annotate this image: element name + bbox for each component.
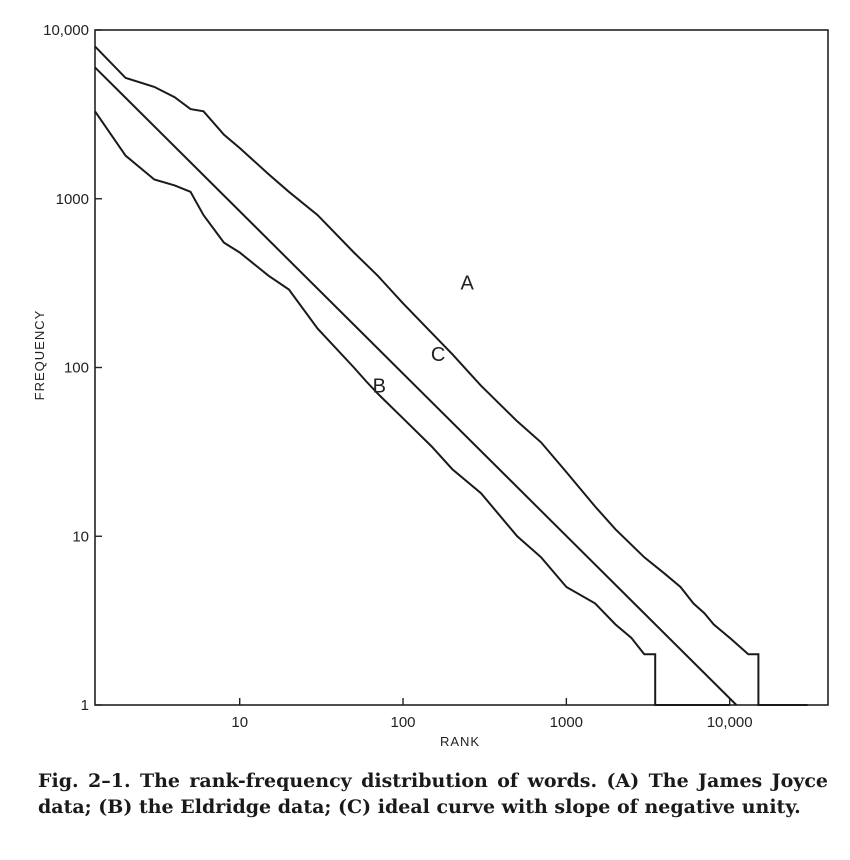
series-lines — [94, 45, 808, 706]
tick-labels: 10 100 1000 10,000 1 10 100 1000 10,000 — [43, 22, 753, 731]
series-c-line — [94, 66, 738, 706]
series-a-line — [94, 45, 808, 706]
figure: 10 100 1000 10,000 1 10 100 1000 10,000 A B C RANK… — [32, 22, 829, 749]
series-b-line — [94, 110, 730, 706]
tick-marks — [95, 29, 731, 706]
x-tick-label: 1000 — [550, 714, 583, 731]
series-c-label: C — [431, 344, 445, 366]
y-tick-label: 100 — [64, 360, 89, 377]
series-b-label: B — [373, 376, 386, 398]
y-tick-label: 10 — [72, 528, 89, 545]
x-axis-label: RANK — [440, 734, 480, 749]
x-tick-label: 10 — [231, 714, 248, 731]
y-tick-label: 10,000 — [43, 22, 89, 39]
rank-frequency-chart: 10 100 1000 10,000 1 10 100 1000 10,000 A B C RANK… — [32, 22, 829, 749]
series-a-label: A — [461, 272, 475, 294]
x-tick-label: 10,000 — [707, 714, 753, 731]
plot-border — [94, 29, 829, 706]
y-tick-label: 1000 — [56, 191, 89, 208]
x-tick-label: 100 — [391, 714, 416, 731]
series-labels: A B C — [373, 272, 475, 397]
y-tick-label: 1 — [81, 697, 89, 714]
plot-frame — [94, 29, 829, 706]
figure-caption: Fig. 2–1. The rank-frequency distributio… — [38, 770, 828, 818]
y-axis-label: FREQUENCY — [32, 310, 47, 401]
